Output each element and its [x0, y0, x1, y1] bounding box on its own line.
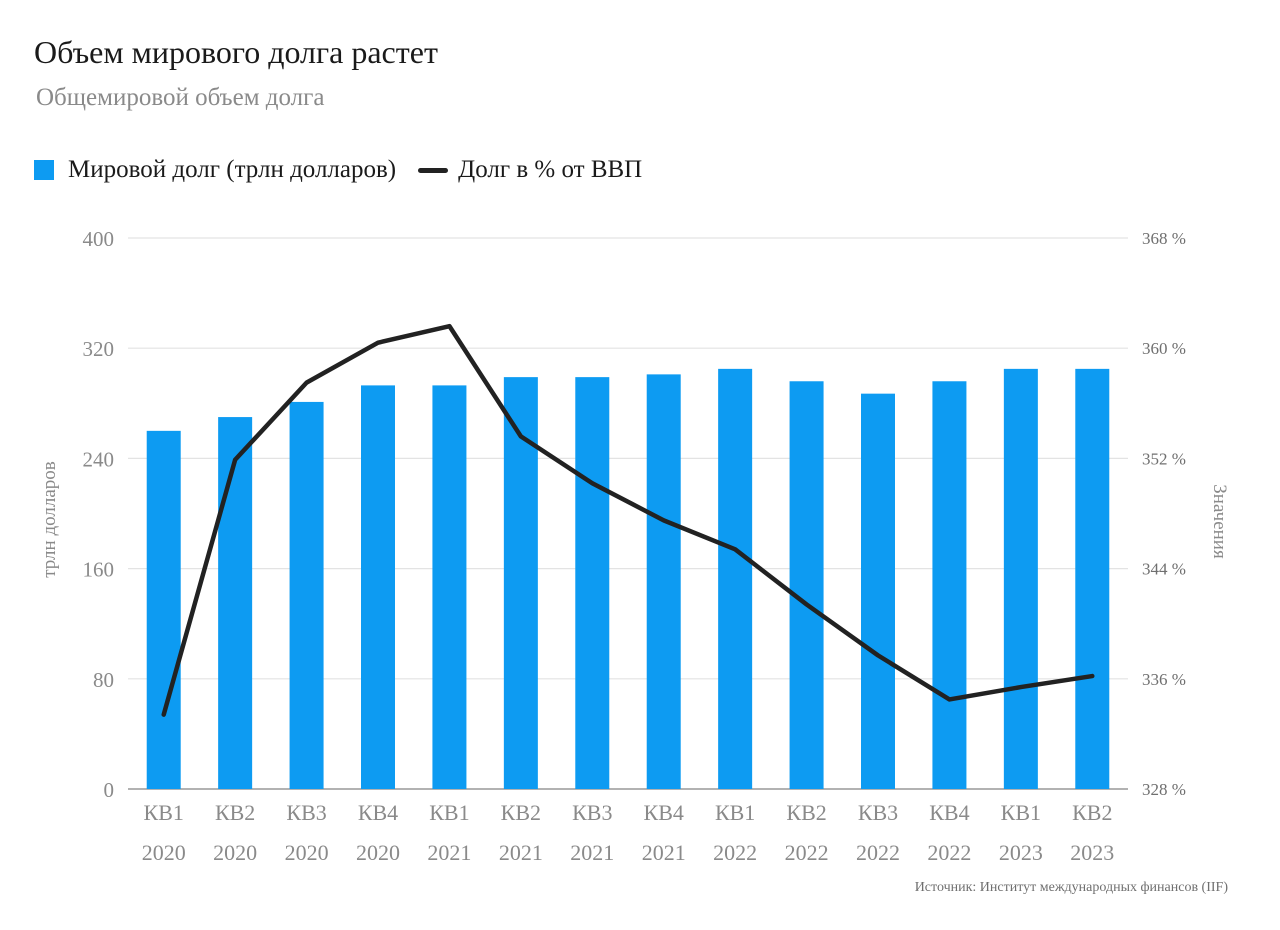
- y-right-axis-title: Значения: [1209, 484, 1230, 559]
- x-tick-label-year: 2023: [999, 840, 1043, 865]
- x-tick-label-year: 2020: [142, 840, 186, 865]
- x-tick-label-year: 2020: [356, 840, 400, 865]
- x-tick-label-year: 2021: [642, 840, 686, 865]
- bar: [146, 430, 181, 789]
- x-tick-label-quarter: КВ1: [715, 800, 755, 825]
- y-left-tick-label: 240: [83, 447, 115, 471]
- bar: [361, 385, 395, 789]
- y-right-tick-label: 328 %: [1142, 780, 1186, 799]
- y-right-tick-label: 352 %: [1142, 449, 1186, 468]
- bar: [432, 385, 467, 789]
- x-tick-label-year: 2020: [285, 840, 329, 865]
- bar: [1075, 368, 1110, 789]
- source-note: Источник: Институт международных финансо…: [914, 880, 1228, 895]
- chart-subtitle: Общемировой объем долга: [36, 84, 325, 111]
- y-left-tick-label: 160: [83, 558, 115, 582]
- x-tick-label-quarter: КВ2: [1072, 800, 1112, 825]
- bar: [575, 377, 610, 789]
- x-tick-label-year: 2021: [499, 840, 543, 865]
- y-left-tick-label: 400: [83, 227, 115, 251]
- x-tick-label-year: 2021: [570, 840, 614, 865]
- bar: [646, 374, 681, 789]
- bar: [289, 401, 324, 789]
- x-tick-label-quarter: КВ2: [501, 800, 541, 825]
- x-tick-label-quarter: КВ1: [429, 800, 469, 825]
- bar: [718, 368, 753, 789]
- x-tick-label-year: 2023: [1070, 840, 1114, 865]
- x-tick-label-year: 2021: [427, 840, 471, 865]
- bar: [932, 381, 967, 789]
- x-tick-label-quarter: КВ4: [644, 800, 684, 825]
- x-tick-label-quarter: КВ3: [286, 800, 326, 825]
- y-right-tick-label: 344 %: [1142, 560, 1186, 579]
- legend-line-swatch: [418, 167, 449, 173]
- debt-gdp-line: [161, 323, 1095, 717]
- y-left-tick-label: 320: [83, 337, 115, 361]
- y-left-tick-label: 80: [93, 668, 114, 692]
- x-tick-label-quarter: КВ4: [929, 800, 969, 825]
- y-right-tick-label: 360 %: [1142, 339, 1186, 358]
- x-tick-label-year: 2022: [927, 840, 971, 865]
- bar: [218, 417, 253, 789]
- y-right-tick-label: 336 %: [1142, 670, 1186, 689]
- x-tick-label-year: 2022: [785, 840, 829, 865]
- x-tick-label-quarter: КВ1: [1001, 800, 1041, 825]
- y-right-tick-label: 368 %: [1142, 229, 1186, 248]
- y-left-tick-label: 0: [104, 778, 115, 802]
- legend-bar-swatch: [34, 160, 54, 180]
- x-tick-label-year: 2022: [856, 840, 900, 865]
- y-left-axis-title: трлн долларов: [39, 461, 60, 577]
- x-tick-label-quarter: КВ2: [786, 800, 826, 825]
- x-tick-label-quarter: КВ1: [144, 800, 184, 825]
- bar: [1003, 368, 1038, 789]
- x-tick-label-year: 2022: [713, 840, 757, 865]
- legend-bar-label: Мировой долг (трлн долларов): [68, 156, 397, 183]
- bar: [789, 381, 824, 789]
- chart-title: Объем мирового долга растет: [34, 34, 438, 70]
- x-tick-label-quarter: КВ3: [858, 800, 898, 825]
- x-tick-label-quarter: КВ4: [358, 800, 398, 825]
- bar: [861, 393, 895, 789]
- x-tick-label-year: 2020: [213, 840, 257, 865]
- legend: Мировой долг (трлн долларов) Долг в % от…: [34, 156, 642, 184]
- legend-line-label: Долг в % от ВВП: [458, 156, 643, 183]
- x-tick-label-quarter: КВ2: [215, 800, 255, 825]
- x-tick-label-quarter: КВ3: [572, 800, 612, 825]
